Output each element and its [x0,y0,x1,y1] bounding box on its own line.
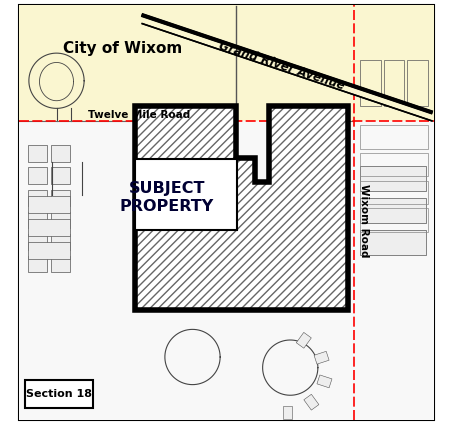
Bar [28,196,70,212]
Bar [51,145,70,162]
Text: Grand River Avenue: Grand River Avenue [217,40,346,92]
Bar [19,121,434,420]
Bar [361,60,381,106]
Text: Twelve Mile Road: Twelve Mile Road [88,110,191,120]
FancyBboxPatch shape [24,380,92,408]
Bar [283,406,292,419]
Bar [28,256,47,272]
Bar [296,332,311,348]
Polygon shape [135,106,347,310]
Bar [51,256,70,272]
FancyBboxPatch shape [135,159,237,230]
Text: City of Wixom: City of Wixom [63,41,182,57]
Bar [304,394,319,410]
Bar [361,166,426,191]
Polygon shape [141,15,433,121]
Bar [314,351,329,364]
Bar [28,212,47,228]
Bar [51,167,70,184]
Bar [28,219,70,236]
Text: SUBJECT
PROPERTY: SUBJECT PROPERTY [120,181,214,215]
Bar [51,212,70,228]
Bar [361,198,426,223]
Bar [28,242,70,259]
Polygon shape [19,5,434,121]
Bar [317,375,332,388]
Bar [361,230,426,255]
Bar [28,167,47,184]
Bar [407,60,428,106]
Text: Wixom Road: Wixom Road [359,184,369,258]
Bar [361,153,429,176]
Bar [361,181,429,204]
Bar [28,234,47,250]
Bar [28,145,47,162]
Text: Section 18: Section 18 [26,389,92,399]
Bar [51,190,70,206]
Bar [361,125,429,149]
Bar [28,190,47,206]
Bar [361,208,429,232]
Bar [51,234,70,250]
Bar [384,60,404,106]
